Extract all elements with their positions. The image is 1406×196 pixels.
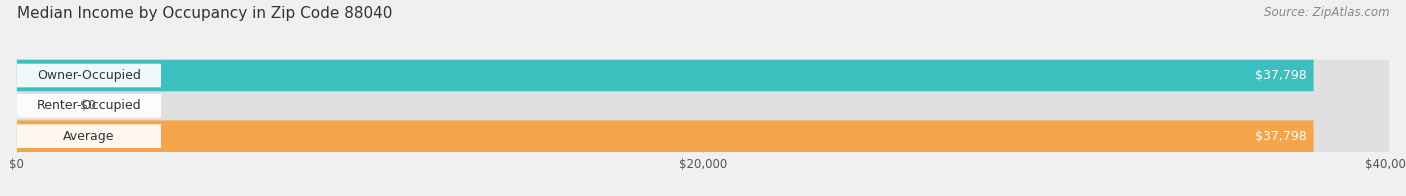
FancyBboxPatch shape	[17, 64, 160, 87]
FancyBboxPatch shape	[17, 60, 1389, 91]
Text: $37,798: $37,798	[1256, 69, 1306, 82]
FancyBboxPatch shape	[17, 124, 160, 148]
FancyBboxPatch shape	[17, 120, 1389, 152]
FancyBboxPatch shape	[17, 120, 1313, 152]
Text: $37,798: $37,798	[1256, 130, 1306, 143]
FancyBboxPatch shape	[17, 90, 1389, 122]
FancyBboxPatch shape	[17, 60, 1313, 91]
Text: $0: $0	[80, 99, 96, 112]
Text: Average: Average	[63, 130, 115, 143]
Text: Median Income by Occupancy in Zip Code 88040: Median Income by Occupancy in Zip Code 8…	[17, 6, 392, 21]
Text: Source: ZipAtlas.com: Source: ZipAtlas.com	[1264, 6, 1389, 19]
FancyBboxPatch shape	[17, 94, 160, 118]
Text: Renter-Occupied: Renter-Occupied	[37, 99, 141, 112]
Text: Owner-Occupied: Owner-Occupied	[37, 69, 141, 82]
